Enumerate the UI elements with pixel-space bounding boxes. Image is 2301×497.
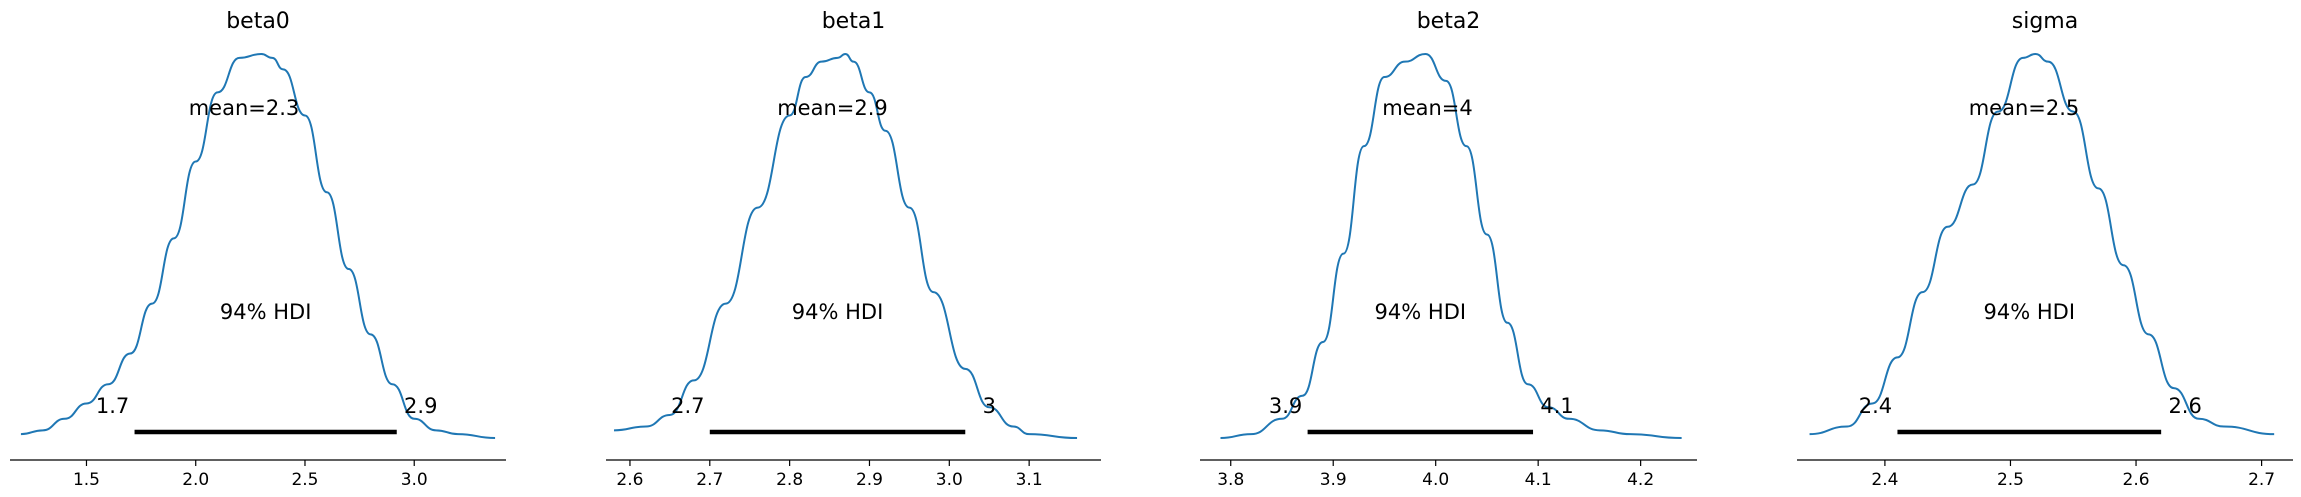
density-curve [613, 52, 1078, 439]
density-curve [20, 52, 496, 439]
x-tick-label: 2.7 [2248, 470, 2275, 490]
hdi-label: 94% HDI [220, 300, 312, 324]
x-tick-label: 1.5 [73, 470, 100, 490]
mean-label: mean=2.5 [1969, 96, 2080, 120]
panel-title: beta2 [1417, 9, 1481, 34]
x-tick-label: 3.8 [1217, 470, 1244, 490]
hdi-low-label: 2.4 [1859, 394, 1892, 418]
hdi-high-label: 3 [983, 394, 996, 418]
x-tick-label: 3.9 [1320, 470, 1347, 490]
x-tick-label: 3.0 [936, 470, 963, 490]
x-tick-label: 2.7 [696, 470, 723, 490]
hdi-label: 94% HDI [1984, 300, 2076, 324]
x-tick-label: 4.0 [1422, 470, 1449, 490]
x-tick-label: 2.5 [1997, 470, 2024, 490]
density-curve [1809, 52, 2275, 436]
hdi-label: 94% HDI [792, 300, 884, 324]
x-tick-label: 3.0 [401, 470, 428, 490]
hdi-high-label: 2.9 [404, 394, 437, 418]
x-tick-label: 2.4 [1871, 470, 1898, 490]
hdi-low-label: 1.7 [96, 394, 129, 418]
x-tick-label: 4.2 [1627, 470, 1654, 490]
x-tick-label: 3.1 [1016, 470, 1043, 490]
panel-beta2: beta2 mean=4 94% HDI 3.9 4.1 3.8 3.9 4.0 4.1 4.2 [1200, 9, 1697, 490]
panel-beta0: beta0 mean=2.3 94% HDI 1.7 2.9 1.5 2.0 2.5 3.0 [10, 9, 506, 490]
x-tick-label: 2.8 [776, 470, 803, 490]
x-tick-label: 2.9 [856, 470, 883, 490]
hdi-low-label: 2.7 [671, 394, 704, 418]
panel-title: sigma [2012, 9, 2078, 34]
x-tick-label: 2.5 [291, 470, 318, 490]
panel-sigma: sigma mean=2.5 94% HDI 2.4 2.6 2.4 2.5 2.6 2.7 [1797, 9, 2293, 490]
mean-label: mean=4 [1382, 96, 1473, 120]
hdi-label: 94% HDI [1375, 300, 1467, 324]
hdi-low-label: 3.9 [1269, 394, 1302, 418]
mean-label: mean=2.9 [777, 96, 888, 120]
x-tick-label: 2.0 [182, 470, 209, 490]
x-tick-label: 4.1 [1525, 470, 1552, 490]
hdi-high-label: 2.6 [2168, 394, 2201, 418]
panel-title: beta1 [822, 9, 886, 34]
x-tick-label: 2.6 [616, 470, 643, 490]
density-curve [1220, 52, 1682, 439]
panel-beta1: beta1 mean=2.9 94% HDI 2.7 3 2.6 2.7 2.8 2.9 3.0 3… [606, 9, 1101, 490]
panel-title: beta0 [226, 9, 290, 34]
mean-label: mean=2.3 [189, 96, 300, 120]
x-tick-label: 2.6 [2123, 470, 2150, 490]
hdi-high-label: 4.1 [1540, 394, 1573, 418]
